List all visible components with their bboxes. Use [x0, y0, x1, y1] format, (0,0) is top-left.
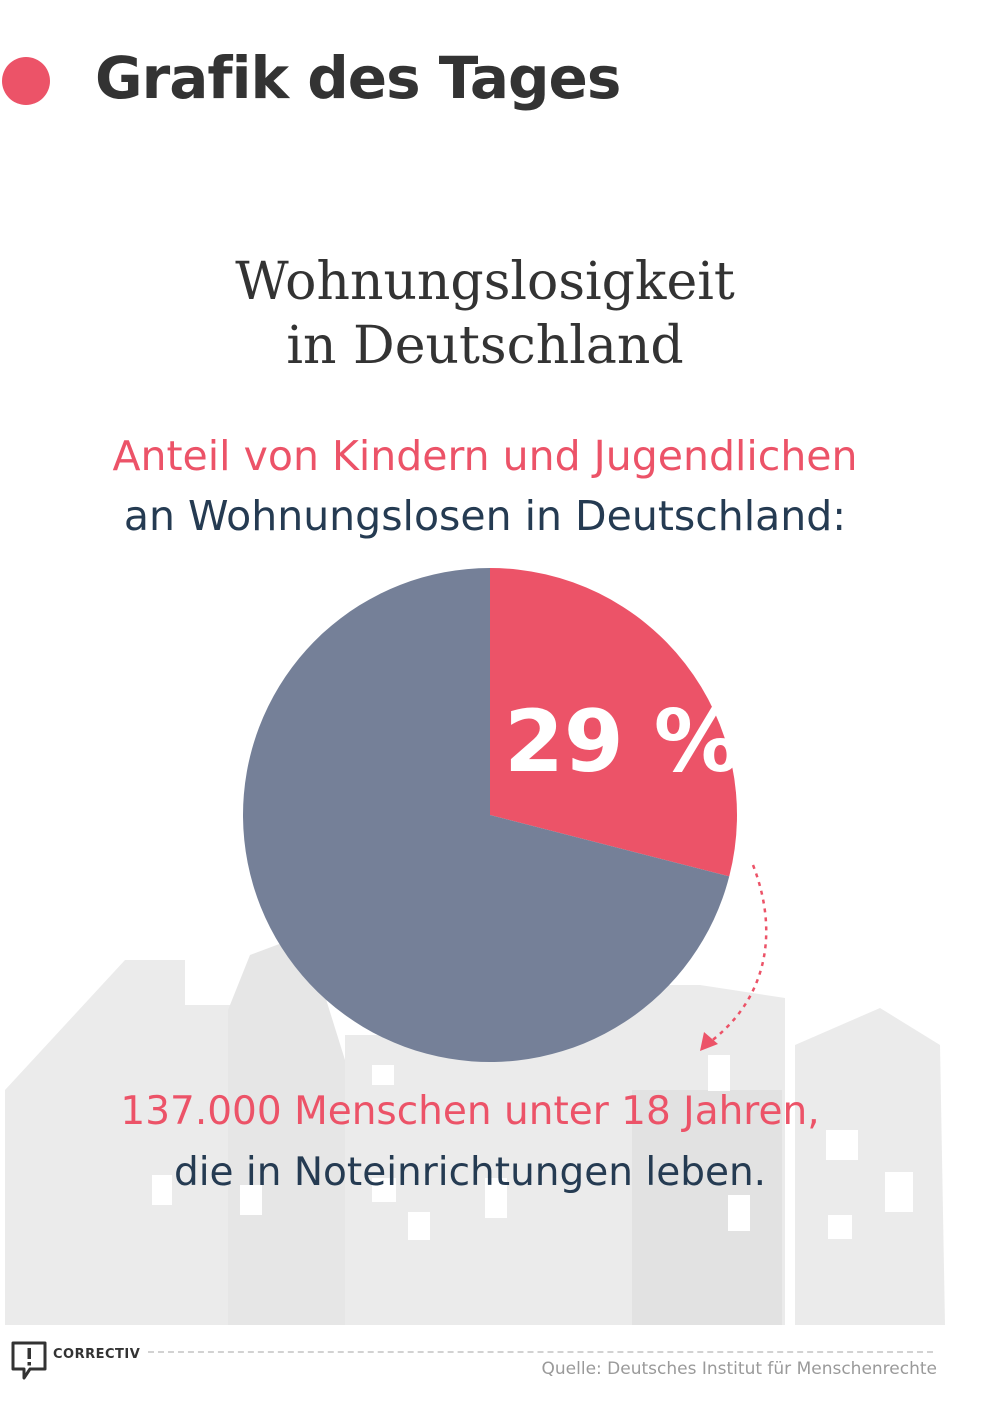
annotation-line-1: 137.000 Menschen unter 18 Jahren,	[120, 1089, 820, 1134]
chart-title-line-2: in Deutschland	[286, 316, 684, 376]
pie-slice-0	[490, 568, 737, 877]
buildings-background-illustration	[5, 940, 945, 1325]
chart-subtitle-line-1: Anteil von Kindern und Jugendlichen	[112, 432, 858, 480]
source-note: Quelle: Deutsches Institut für Menschenr…	[541, 1359, 937, 1379]
page-title: Grafik des Tages	[95, 44, 621, 112]
annotation-arrow-head	[700, 1032, 718, 1051]
correctiv-logo-text: CORRECTIV	[53, 1347, 141, 1362]
slice-label-29: 29 %	[504, 692, 740, 792]
correctiv-logo-icon	[11, 1341, 47, 1380]
annotation-arrow-line	[705, 864, 768, 1047]
annotation-line-2: die in Noteinrichtungen leben.	[173, 1150, 767, 1195]
chart-title-line-1: Wohnungslosigkeit	[235, 252, 735, 312]
pie-slice-1	[243, 568, 730, 1062]
footer-divider	[148, 1351, 933, 1353]
header-dot	[2, 57, 50, 105]
chart-subtitle-line-2: an Wohnungslosen in Deutschland:	[123, 492, 847, 540]
